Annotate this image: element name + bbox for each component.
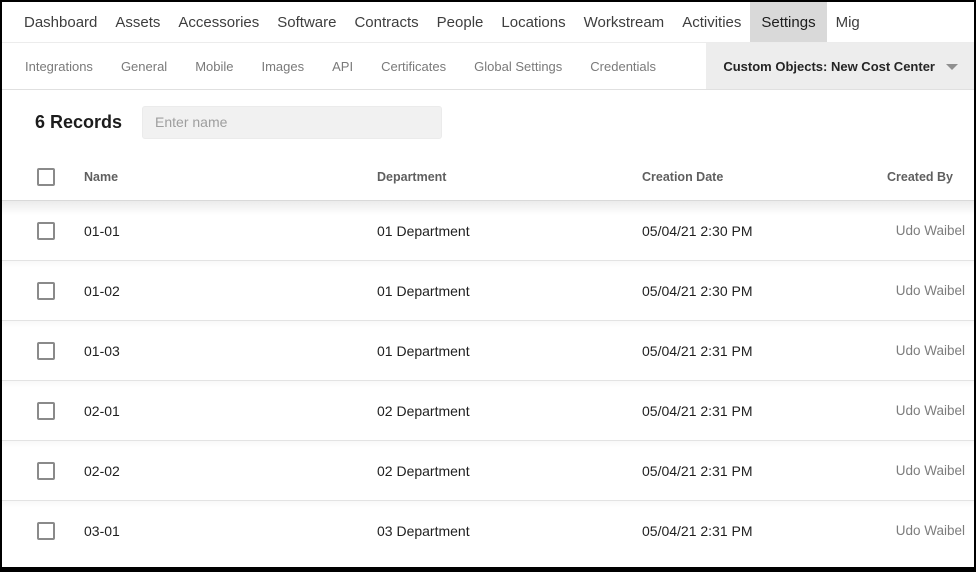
select-all-checkbox[interactable] (37, 168, 55, 186)
subnav-item-certificates[interactable]: Certificates (381, 58, 447, 74)
top-nav-item-dashboard[interactable]: Dashboard (24, 13, 98, 31)
column-header-creation-date: Creation Date (642, 170, 724, 184)
cell-creation-date: 05/04/21 2:31 PM (642, 402, 753, 419)
cell-department: 01 Department (377, 342, 470, 359)
cell-creation-date: 05/04/21 2:31 PM (642, 342, 753, 359)
row-checkbox-cell (35, 281, 84, 300)
top-nav-item-locations[interactable]: Locations (501, 13, 566, 31)
table-row[interactable]: 02-02 02 Department 05/04/21 2:31 PM Udo… (2, 440, 974, 500)
subnav-item-global-settings[interactable]: Global Settings (474, 58, 563, 74)
row-checkbox-cell (35, 461, 84, 480)
subnav-item-integrations[interactable]: Integrations (25, 58, 93, 74)
table-row[interactable]: 01-03 01 Department 05/04/21 2:31 PM Udo… (2, 320, 974, 380)
top-nav-item-people[interactable]: People (436, 13, 484, 31)
row-checkbox[interactable] (37, 221, 55, 240)
cell-name: 01-01 (84, 222, 120, 239)
subnav-item-images[interactable]: Images (261, 58, 305, 74)
cell-created-by: Udo Waibel (895, 223, 965, 238)
top-nav-item-accessories[interactable]: Accessories (178, 13, 260, 31)
cell-created-by: Udo Waibel (895, 463, 965, 478)
cell-creation-date: 05/04/21 2:30 PM (642, 222, 753, 239)
header-checkbox-cell (35, 168, 84, 186)
top-nav-item-workstream[interactable]: Workstream (583, 13, 665, 31)
table-row[interactable]: 03-01 03 Department 05/04/21 2:31 PM Udo… (2, 500, 974, 560)
table-body: 01-01 01 Department 05/04/21 2:30 PM Udo… (2, 200, 974, 560)
column-header-department: Department (377, 170, 447, 184)
cell-name: 01-02 (84, 282, 120, 299)
cell-creation-date: 05/04/21 2:30 PM (642, 282, 753, 299)
row-checkbox[interactable] (37, 281, 55, 300)
selected-subtab-label: Custom Objects: New Cost Center (723, 58, 935, 74)
top-nav-item-assets[interactable]: Assets (115, 13, 161, 31)
cell-name: 02-01 (84, 402, 120, 419)
top-nav-item-software[interactable]: Software (277, 13, 337, 31)
row-checkbox-cell (35, 221, 84, 240)
settings-sub-navigation: Integrations General Mobile Images API Certif… (2, 43, 974, 90)
row-checkbox[interactable] (37, 461, 55, 480)
top-nav-item-activities[interactable]: Activities (682, 13, 742, 31)
cell-department: 03 Department (377, 522, 470, 539)
top-navigation: Dashboard Assets Accessories Software Contra… (2, 2, 974, 43)
cell-created-by: Udo Waibel (895, 283, 965, 298)
row-checkbox[interactable] (37, 341, 55, 360)
subnav-item-credentials[interactable]: Credentials (590, 58, 657, 74)
cell-department: 01 Department (377, 282, 470, 299)
column-header-name: Name (84, 170, 119, 184)
subnav-item-api[interactable]: API (332, 58, 354, 74)
cell-created-by: Udo Waibel (895, 403, 965, 418)
cell-department: 02 Department (377, 402, 470, 419)
subnav-item-mobile[interactable]: Mobile (195, 58, 234, 74)
table-row[interactable]: 02-01 02 Department 05/04/21 2:31 PM Udo… (2, 380, 974, 440)
cell-department: 02 Department (377, 462, 470, 479)
cell-name: 02-02 (84, 462, 120, 479)
cell-creation-date: 05/04/21 2:31 PM (642, 522, 753, 539)
table-row[interactable]: 01-02 01 Department 05/04/21 2:30 PM Udo… (2, 260, 974, 320)
subnav-item-general[interactable]: General (120, 58, 168, 74)
row-checkbox-cell (35, 341, 84, 360)
search-input[interactable] (142, 105, 443, 139)
records-count: 6 Records (35, 111, 123, 132)
records-toolbar: 6 Records (2, 90, 974, 154)
subnav-item-custom-objects[interactable]: Custom Objects: New Cost Center (706, 43, 974, 89)
row-checkbox[interactable] (37, 521, 55, 540)
cell-department: 01 Department (377, 222, 470, 239)
top-nav-item-contracts[interactable]: Contracts (354, 13, 419, 31)
column-header-created-by: Created By (887, 170, 953, 184)
cell-creation-date: 05/04/21 2:31 PM (642, 462, 753, 479)
row-checkbox-cell (35, 401, 84, 420)
top-nav-item-settings[interactable]: Settings (750, 2, 827, 42)
cell-created-by: Udo Waibel (895, 523, 965, 538)
cell-created-by: Udo Waibel (895, 343, 965, 358)
row-checkbox-cell (35, 521, 84, 540)
row-checkbox[interactable] (37, 401, 55, 420)
cell-name: 03-01 (84, 522, 120, 539)
table-header: Name Department Creation Date Created By (2, 154, 974, 200)
top-nav-item-mig[interactable]: Mig (835, 13, 860, 31)
table-row[interactable]: 01-01 01 Department 05/04/21 2:30 PM Udo… (2, 200, 974, 260)
caret-down-icon (946, 64, 958, 70)
cell-name: 01-03 (84, 342, 120, 359)
